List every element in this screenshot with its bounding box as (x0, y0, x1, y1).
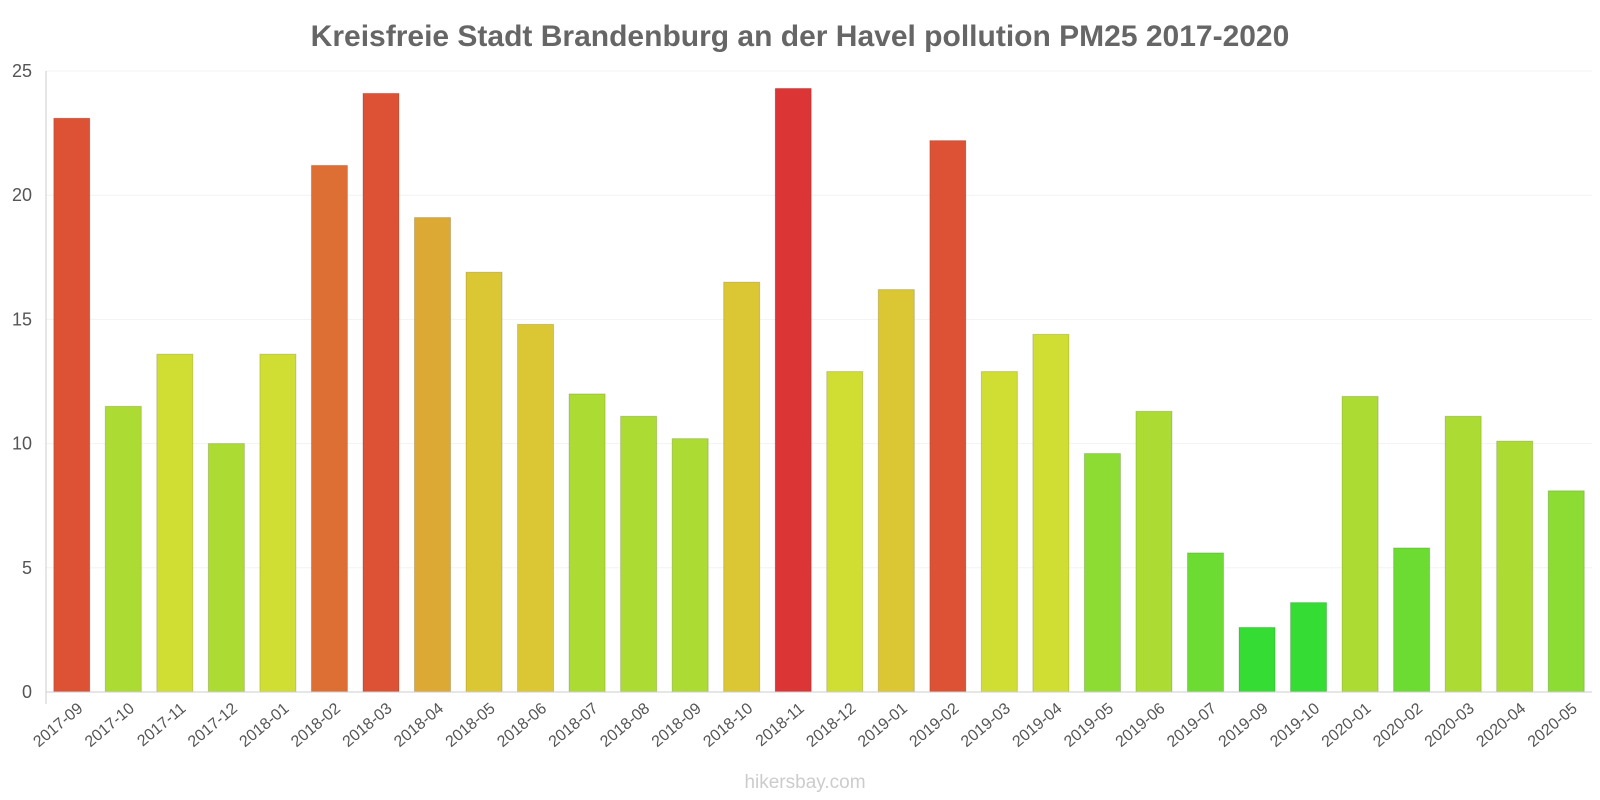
bars (53, 87, 1585, 693)
bar-2019-04 (1032, 333, 1070, 693)
x-tick-label-2019-05: 2019-05 (1061, 700, 1117, 751)
bar-2018-05 (465, 271, 503, 693)
x-tick-label-2019-06: 2019-06 (1113, 700, 1169, 751)
bar-2018-01 (259, 353, 297, 693)
bar-2018-12 (826, 371, 864, 693)
y-tick-label-0: 0 (22, 682, 32, 702)
x-tick-label-2018-10: 2018-10 (700, 700, 756, 751)
source-credit: hikersbay.com (744, 772, 865, 793)
x-tick-label-2020-01: 2020-01 (1319, 700, 1375, 751)
x-tick-label-2018-08: 2018-08 (597, 700, 653, 751)
bar-2020-05 (1547, 490, 1585, 693)
bar-2020-02 (1393, 547, 1431, 693)
bar-2018-04 (413, 217, 452, 693)
bar-2018-07 (568, 393, 606, 693)
x-axis-ticks: 2017-092017-102017-112017-122018-012018-… (30, 700, 1580, 751)
y-tick-label-10: 10 (12, 434, 32, 454)
bar-2019-07 (1186, 552, 1225, 693)
bar-2018-09 (671, 438, 709, 693)
x-tick-label-2019-10: 2019-10 (1267, 700, 1323, 751)
bar-2020-01 (1341, 395, 1379, 693)
x-tick-label-2019-01: 2019-01 (855, 700, 911, 751)
bar-2019-03 (980, 371, 1018, 693)
bar-2018-08 (620, 415, 658, 693)
x-tick-label-2019-07: 2019-07 (1164, 700, 1220, 751)
y-tick-label-5: 5 (22, 558, 32, 578)
x-tick-label-2018-09: 2018-09 (649, 700, 705, 751)
bar-2019-10 (1290, 602, 1328, 693)
x-tick-label-2018-11: 2018-11 (753, 700, 808, 750)
bar-2017-09 (53, 117, 91, 693)
chart-title: Kreisfreie Stadt Brandenburg an der Have… (311, 20, 1290, 53)
x-tick-label-2020-04: 2020-04 (1473, 700, 1529, 751)
bar-2019-06 (1135, 410, 1173, 693)
bar-2019-01 (877, 289, 915, 693)
x-tick-label-2018-03: 2018-03 (340, 700, 396, 751)
bar-2020-04 (1496, 440, 1534, 693)
x-tick-label-2019-09: 2019-09 (1216, 700, 1272, 751)
x-tick-label-2019-04: 2019-04 (1010, 700, 1066, 751)
x-tick-label-2020-02: 2020-02 (1370, 700, 1426, 751)
x-tick-label-2018-07: 2018-07 (546, 700, 602, 751)
x-tick-label-2020-03: 2020-03 (1422, 700, 1478, 751)
x-tick-label-2018-01: 2018-01 (237, 700, 293, 751)
x-tick-label-2018-04: 2018-04 (391, 700, 447, 751)
bar-2017-12 (207, 443, 245, 693)
y-tick-label-15: 15 (12, 309, 32, 329)
x-tick-label-2018-12: 2018-12 (803, 700, 859, 751)
x-tick-label-2018-02: 2018-02 (288, 700, 344, 751)
bar-2018-02 (310, 164, 348, 693)
x-tick-label-2019-02: 2019-02 (906, 700, 962, 751)
x-tick-label-2018-06: 2018-06 (494, 700, 550, 751)
x-tick-label-2018-05: 2018-05 (443, 700, 499, 751)
y-axis-ticks: 0 5 10 15 20 25 (12, 61, 32, 702)
x-tick-label-2020-05: 2020-05 (1525, 700, 1581, 751)
x-tick-label-2017-12: 2017-12 (185, 700, 241, 751)
gridlines (46, 70, 1592, 569)
x-tick-label-2017-11: 2017-11 (134, 700, 189, 750)
bar-2018-11 (774, 87, 812, 693)
x-tick-label-2017-10: 2017-10 (82, 700, 138, 751)
bar-2018-10 (723, 281, 761, 693)
bar-2019-02 (929, 140, 967, 693)
bar-2017-11 (156, 353, 194, 693)
bar-2018-03 (362, 92, 400, 693)
x-tick-label-2017-09: 2017-09 (30, 700, 86, 751)
bar-2019-09 (1238, 626, 1276, 693)
y-tick-label-25: 25 (12, 61, 32, 81)
y-tick-label-20: 20 (12, 185, 32, 205)
bar-2018-06 (517, 323, 555, 693)
x-tick-label-2019-03: 2019-03 (958, 700, 1014, 751)
bar-2017-10 (104, 405, 142, 693)
bar-2020-03 (1444, 415, 1482, 693)
bar-2019-05 (1083, 453, 1121, 693)
